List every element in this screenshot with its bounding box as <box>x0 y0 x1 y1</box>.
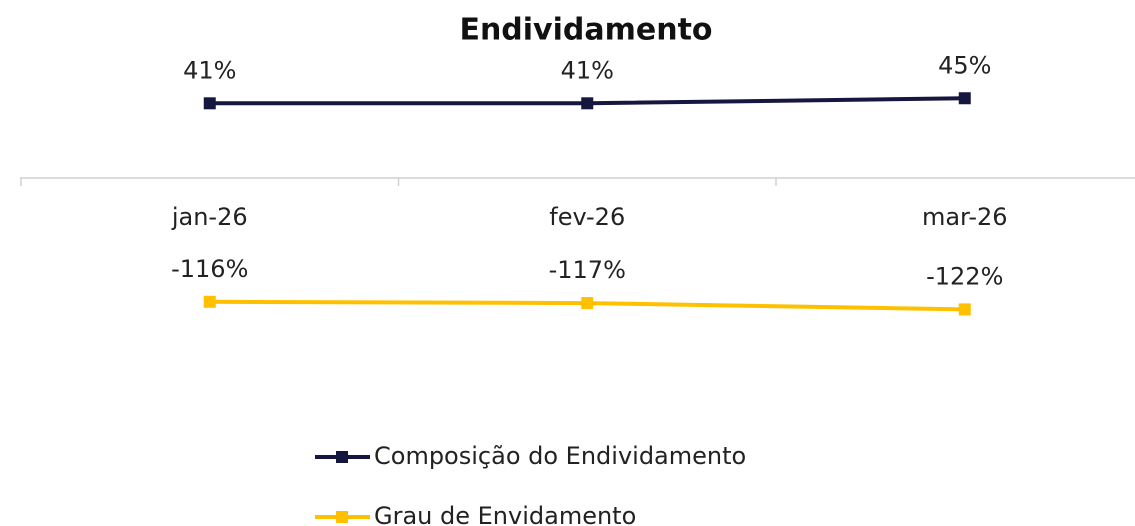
data-label: -122% <box>926 262 1003 290</box>
data-label: 41% <box>183 56 236 84</box>
x-tick-label: mar-26 <box>922 203 1008 231</box>
data-label: 41% <box>561 56 614 84</box>
data-label: -116% <box>171 255 248 283</box>
legend-label: Grau de Envidamento <box>374 502 636 526</box>
point-marker <box>958 92 971 105</box>
point-marker <box>581 297 594 310</box>
data-label: -117% <box>549 256 626 284</box>
point-marker <box>958 303 971 316</box>
point-marker <box>581 97 594 110</box>
point-marker <box>203 97 216 110</box>
point-marker <box>203 295 216 308</box>
legend-marker <box>336 511 348 523</box>
legend-marker <box>336 451 348 463</box>
x-tick-label: fev-26 <box>549 203 625 231</box>
x-tick-label: jan-26 <box>171 203 248 231</box>
data-label: 45% <box>938 51 991 79</box>
chart-title: Endividamento <box>459 13 712 48</box>
legend-label: Composição do Endividamento <box>374 442 746 470</box>
